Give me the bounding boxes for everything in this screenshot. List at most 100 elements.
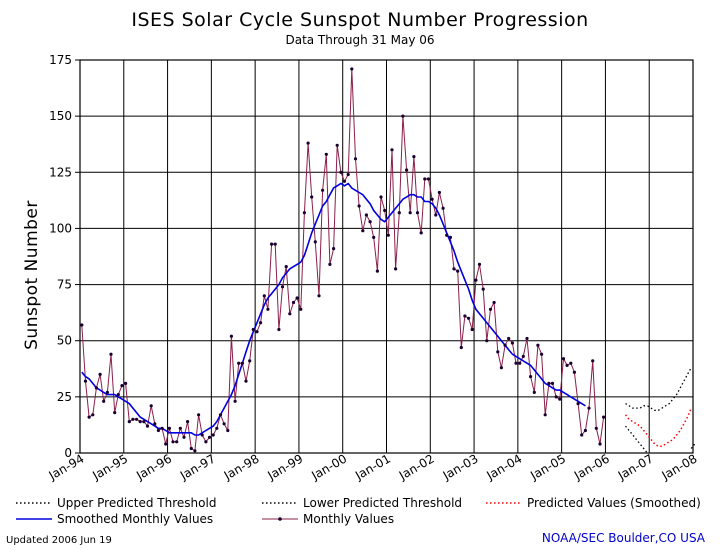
monthly-point xyxy=(211,433,215,437)
monthly-point xyxy=(142,420,146,424)
x-tick-label: Jan-98 xyxy=(221,451,262,483)
monthly-point xyxy=(102,399,106,403)
monthly-point xyxy=(405,168,409,172)
legend-label: Smoothed Monthly Values xyxy=(57,512,213,526)
monthly-point xyxy=(536,343,540,347)
monthly-point xyxy=(145,424,150,428)
monthly-point xyxy=(412,155,416,159)
monthly-point xyxy=(200,433,204,437)
monthly-point xyxy=(554,395,558,399)
chart-subtitle: Data Through 31 May 06 xyxy=(285,33,434,47)
monthly-point xyxy=(558,397,562,401)
monthly-point xyxy=(160,426,164,430)
monthly-point xyxy=(226,428,230,433)
monthly-point xyxy=(470,327,474,332)
monthly-point xyxy=(437,190,441,195)
x-tick-label: Jan-03 xyxy=(440,451,481,483)
chart-title: ISES Solar Cycle Sunspot Number Progress… xyxy=(131,9,588,31)
grid xyxy=(80,60,693,453)
monthly-point xyxy=(525,336,529,341)
monthly-point xyxy=(561,357,566,361)
monthly-point xyxy=(270,242,274,246)
monthly-point xyxy=(492,300,496,305)
monthly-point xyxy=(342,179,347,183)
monthly-point xyxy=(248,359,252,363)
lower-threshold-line-late xyxy=(690,443,696,449)
plot-frame xyxy=(75,59,694,454)
monthly-point xyxy=(127,420,131,424)
y-tick-label: 125 xyxy=(49,165,72,179)
monthly-point xyxy=(207,435,212,439)
monthly-point xyxy=(361,229,365,233)
monthly-point xyxy=(445,233,449,237)
monthly-point xyxy=(124,381,128,385)
monthly-point xyxy=(94,386,98,390)
monthly-point xyxy=(481,287,485,291)
monthly-point xyxy=(565,363,569,367)
y-tick-labels: 0 25 50 75 100 125 150 175 xyxy=(49,53,72,460)
monthly-point xyxy=(299,307,303,311)
monthly-point xyxy=(131,417,135,421)
monthly-point xyxy=(496,350,500,354)
monthly-point xyxy=(135,417,139,421)
monthly-point xyxy=(109,352,113,356)
monthly-point xyxy=(485,339,489,343)
x-tick-label: Jan-97 xyxy=(177,451,218,483)
monthly-point xyxy=(222,422,226,426)
monthly-point xyxy=(532,390,536,394)
monthly-point xyxy=(383,208,387,213)
monthly-point xyxy=(167,426,171,430)
monthly-point xyxy=(408,211,412,215)
monthly-point xyxy=(415,211,420,215)
y-tick-label: 25 xyxy=(57,390,72,404)
monthly-point xyxy=(138,420,142,424)
monthly-point xyxy=(364,213,368,217)
monthly-point xyxy=(521,354,525,358)
monthly-point xyxy=(321,188,325,192)
monthly-point xyxy=(251,327,255,332)
legend-label: Monthly Values xyxy=(303,512,394,526)
monthly-point xyxy=(91,413,95,417)
monthly-point xyxy=(456,269,460,273)
smoothed-values-line xyxy=(81,182,586,436)
monthly-point xyxy=(113,411,117,415)
x-tick-label: Jan-95 xyxy=(89,451,130,483)
updated-note: Updated 2006 Jun 19 xyxy=(6,535,112,546)
series-group xyxy=(80,67,696,454)
legend-swatch-marker xyxy=(278,517,282,521)
monthly-point xyxy=(80,323,84,327)
monthly-point xyxy=(350,67,354,71)
monthly-point xyxy=(262,294,266,298)
monthly-point xyxy=(306,141,310,145)
monthly-point xyxy=(280,285,285,289)
monthly-point xyxy=(313,240,317,244)
monthly-point xyxy=(583,428,588,433)
monthly-point xyxy=(419,231,423,235)
monthly-point xyxy=(394,267,398,271)
monthly-point xyxy=(218,413,223,417)
monthly-point xyxy=(397,211,401,215)
monthly-point xyxy=(197,413,201,417)
monthly-point xyxy=(499,366,503,370)
monthly-point xyxy=(116,393,120,397)
x-tick-label: Jan-07 xyxy=(615,451,656,483)
legend-label: Predicted Values (Smoothed) xyxy=(527,496,701,510)
legend-item: Predicted Values (Smoothed) xyxy=(486,496,701,510)
x-tick-label: Jan-96 xyxy=(133,451,174,483)
monthly-point xyxy=(448,235,452,239)
monthly-point xyxy=(332,247,336,251)
monthly-point xyxy=(266,307,270,311)
monthly-point xyxy=(215,426,219,430)
monthly-point xyxy=(572,370,577,374)
monthly-point xyxy=(346,172,350,177)
monthly-point xyxy=(547,381,551,385)
monthly-point xyxy=(288,312,292,316)
monthly-point xyxy=(255,330,259,334)
monthly-point xyxy=(434,213,438,217)
monthly-point xyxy=(240,361,244,365)
x-tick-label: Jan-06 xyxy=(571,451,612,483)
monthly-point xyxy=(204,440,208,444)
lower-threshold-line xyxy=(624,425,648,454)
